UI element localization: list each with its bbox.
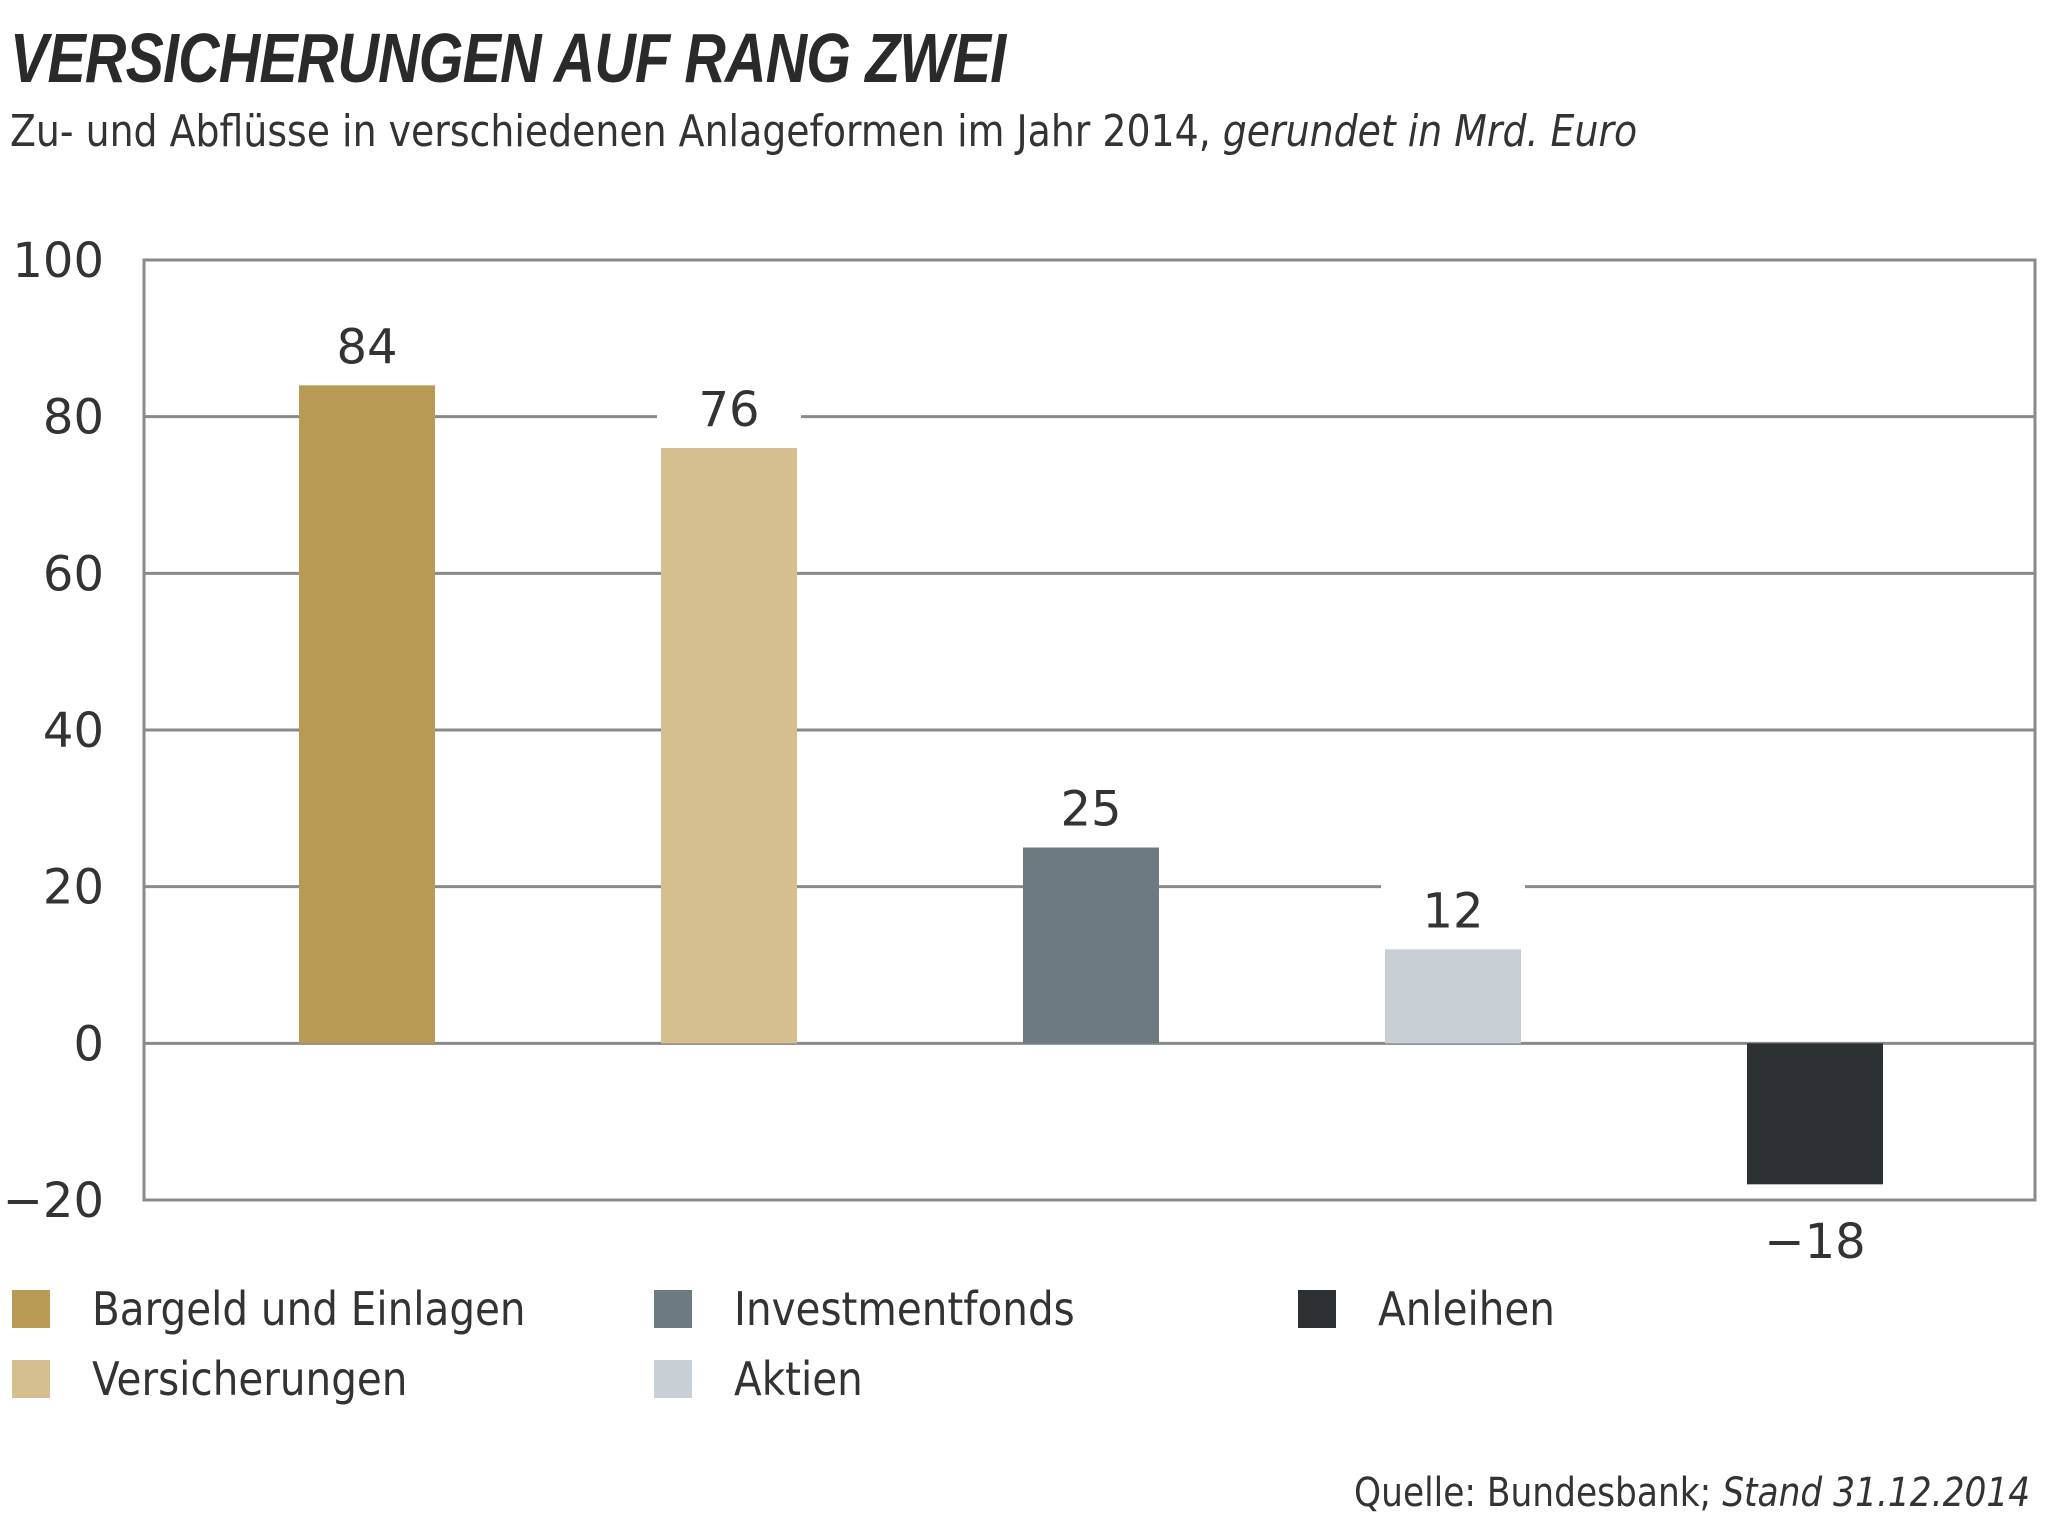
legend-swatch: [654, 1290, 692, 1328]
bar-versicherungen: [661, 448, 797, 1044]
source-date: Stand 31.12.2014: [1722, 1470, 2030, 1516]
legend-swatch: [654, 1360, 692, 1398]
source-note: Quelle: Bundesbank; Stand 31.12.2014: [1354, 1470, 2030, 1516]
legend-label: Bargeld und Einlagen: [92, 1282, 526, 1336]
legend-swatch: [12, 1290, 50, 1328]
legend-swatch: [12, 1360, 50, 1398]
y-axis-ticks: 100 80 60 40 20 0 −20: [3, 233, 104, 1229]
legend-label: Anleihen: [1378, 1282, 1555, 1336]
data-label-bg: [1381, 883, 1525, 938]
data-label-bg: [1743, 1214, 1887, 1268]
bar-anleihen: [1747, 1043, 1883, 1185]
legend-label: Investmentfonds: [734, 1282, 1075, 1336]
legend-item-anleihen: Anleihen: [1298, 1282, 1579, 1336]
bar-aktien: [1385, 949, 1521, 1044]
bar-investmentfonds: [1023, 847, 1159, 1044]
y-tick-label: −20: [3, 1173, 104, 1229]
y-tick-label: 0: [73, 1016, 104, 1072]
data-label: 25: [1060, 782, 1121, 838]
subtitle-text: Zu- und Abflüsse in verschiedenen Anlage…: [10, 106, 1211, 157]
bars: [299, 385, 1883, 1185]
source-text: Quelle: Bundesbank;: [1353, 1470, 1712, 1516]
y-tick-label: 80: [43, 390, 104, 446]
data-label-bg: [1019, 781, 1163, 836]
plot-frame: [142, 258, 2037, 1202]
legend-label: Versicherungen: [92, 1352, 408, 1406]
data-label: 12: [1422, 883, 1483, 939]
chart-title: VERSICHERUNGEN AUF RANG ZWEI: [10, 19, 1006, 97]
bar-bargeld-und-einlagen: [299, 385, 435, 1044]
legend-item-investmentfonds: Investmentfonds: [654, 1282, 1121, 1336]
legend-item-versicherungen: Versicherungen: [12, 1352, 450, 1406]
subtitle-unit: gerundet in Mrd. Euro: [1222, 106, 1638, 157]
data-labels: 84 76 25 12 −18: [295, 319, 1887, 1270]
data-label: 84: [336, 319, 397, 375]
y-tick-label: 20: [43, 860, 104, 916]
y-tick-label: 40: [43, 703, 104, 759]
y-tick-label: 60: [43, 546, 104, 602]
y-tick-label: 100: [12, 233, 104, 289]
data-label: −18: [1764, 1214, 1865, 1270]
chart-subtitle: Zu- und Abflüsse in verschiedenen Anlage…: [10, 106, 1637, 157]
legend-label: Aktien: [734, 1352, 863, 1406]
legend-item-bargeld: Bargeld und Einlagen: [12, 1282, 585, 1336]
legend-swatch: [1298, 1290, 1336, 1328]
legend-item-aktien: Aktien: [654, 1352, 880, 1406]
data-label-bg: [657, 382, 801, 436]
data-label-bg: [295, 319, 439, 374]
data-label: 76: [698, 382, 759, 438]
